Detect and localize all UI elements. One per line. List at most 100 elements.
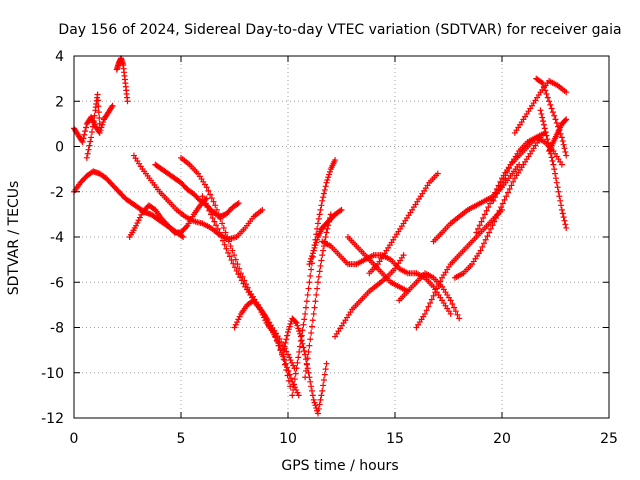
data-point — [235, 316, 242, 323]
data-point — [302, 310, 309, 317]
data-point — [91, 112, 98, 119]
x-tick-label: 20 — [493, 431, 511, 447]
data-point — [480, 214, 487, 221]
data-point — [544, 136, 551, 143]
data-point — [234, 319, 241, 326]
data-point — [560, 214, 567, 221]
data-point — [287, 383, 294, 390]
data-point — [216, 229, 223, 236]
data-point — [558, 161, 565, 168]
data-point — [201, 196, 208, 203]
data-point — [316, 401, 323, 408]
data-point — [290, 386, 297, 393]
data-point — [232, 321, 239, 328]
data-point — [299, 327, 306, 334]
x-tick-label: 5 — [177, 431, 186, 447]
data-point — [225, 249, 232, 256]
data-point — [493, 190, 500, 197]
data-point — [124, 98, 131, 105]
data-point — [291, 376, 298, 383]
data-point — [338, 206, 345, 213]
data-point — [492, 194, 499, 201]
data-point — [316, 211, 323, 218]
data-point — [309, 392, 316, 399]
data-point — [210, 198, 217, 205]
data-point — [308, 387, 315, 394]
data-point — [558, 206, 565, 213]
data-point — [292, 319, 299, 326]
data-point — [288, 359, 295, 366]
data-point — [485, 204, 492, 211]
data-point — [311, 399, 318, 406]
data-point — [292, 370, 299, 377]
series-arc-n — [306, 206, 345, 268]
data-point — [133, 222, 140, 229]
data-point — [324, 176, 331, 183]
x-tick-label: 10 — [279, 431, 297, 447]
data-point — [231, 324, 238, 331]
data-point — [305, 348, 312, 355]
data-point — [489, 222, 496, 229]
data-point — [284, 332, 291, 339]
data-point — [538, 110, 545, 117]
data-point — [487, 225, 494, 232]
data-point — [303, 298, 310, 305]
data-points — [71, 55, 570, 417]
data-point — [90, 118, 97, 125]
data-point — [314, 225, 321, 232]
data-point — [317, 262, 324, 269]
data-point — [454, 311, 461, 318]
data-point — [208, 195, 215, 202]
data-point — [540, 118, 547, 125]
data-point — [79, 138, 86, 145]
data-point — [563, 152, 570, 159]
data-point — [295, 325, 302, 332]
data-point — [97, 127, 104, 134]
data-point — [310, 310, 317, 317]
data-point — [478, 218, 485, 225]
data-point — [322, 366, 329, 373]
data-point — [294, 359, 301, 366]
data-point — [290, 362, 297, 369]
y-tick-label: -8 — [50, 321, 64, 337]
series-arc-v — [451, 134, 544, 281]
data-point — [136, 214, 143, 221]
data-point — [308, 255, 315, 262]
data-point — [554, 184, 561, 191]
data-point — [550, 161, 557, 168]
x-tick-label: 25 — [600, 431, 618, 447]
data-point — [314, 410, 321, 417]
data-point — [558, 134, 565, 141]
data-point — [317, 206, 324, 213]
data-point — [223, 245, 230, 252]
series-arc-p — [319, 238, 454, 317]
data-point — [501, 196, 508, 203]
x-tick-labels: 0 5 10 15 20 25 — [70, 431, 618, 447]
data-point — [276, 342, 283, 349]
y-tick-label: 2 — [55, 94, 64, 110]
data-point — [561, 217, 568, 224]
data-point — [308, 383, 315, 390]
data-point — [215, 211, 222, 218]
data-point — [482, 236, 489, 243]
data-point — [497, 183, 504, 190]
data-point — [495, 186, 502, 193]
data-point — [306, 342, 313, 349]
data-point — [479, 243, 486, 250]
data-point — [83, 154, 90, 161]
data-point — [537, 107, 544, 114]
data-point — [548, 105, 555, 112]
data-point — [308, 323, 315, 330]
data-point — [557, 197, 564, 204]
data-point — [432, 289, 439, 296]
data-point — [476, 222, 483, 229]
data-point — [305, 285, 312, 292]
data-point — [434, 170, 441, 177]
data-point — [298, 332, 305, 339]
data-point — [321, 186, 328, 193]
data-point — [286, 354, 293, 361]
data-point — [98, 124, 105, 131]
data-point — [433, 285, 440, 292]
data-point — [319, 252, 326, 259]
